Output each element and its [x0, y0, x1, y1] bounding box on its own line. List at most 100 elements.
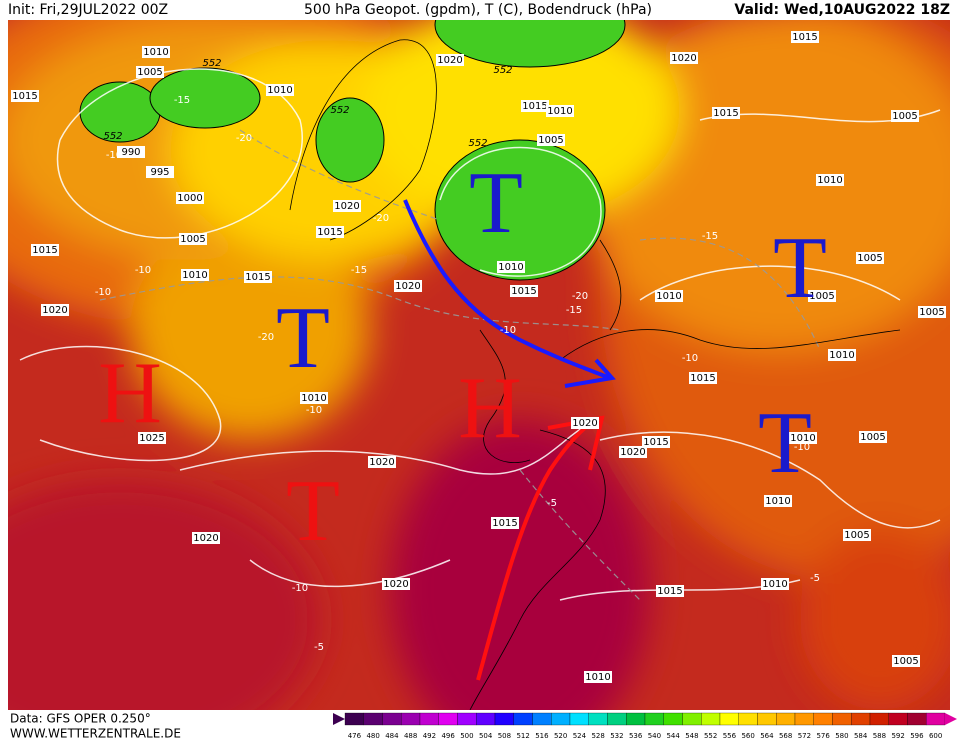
- isobar-label-bg: [266, 84, 294, 96]
- isobar-label-bg: [642, 436, 670, 448]
- colorbar-cell: [663, 712, 683, 726]
- colorbar-tick-label: 560: [741, 732, 754, 740]
- isobar-label: 1010: [656, 291, 681, 302]
- pressure-system: H: [458, 360, 522, 457]
- isobar-label: 1005: [180, 234, 205, 245]
- isobar-label-bg: [918, 306, 946, 318]
- colorbar-tick-label: 524: [573, 732, 587, 740]
- isobar-label: 1015: [492, 518, 517, 529]
- isobar-label-bg: [11, 90, 39, 102]
- colorbar-tick-label: 484: [385, 732, 399, 740]
- isobar-label: 1005: [844, 530, 869, 541]
- colorbar-tick-label: 492: [423, 732, 436, 740]
- isobar-label: 1025: [139, 433, 164, 444]
- colorbar-cell: [813, 712, 833, 726]
- colorbar-tick-label: 580: [835, 732, 848, 740]
- colorbar-tick-label: 540: [648, 732, 661, 740]
- colorbar-cell: [832, 712, 852, 726]
- isobar-label-bg: [146, 166, 174, 178]
- isobar-label: 1005: [919, 307, 944, 318]
- isobar-label-bg: [859, 431, 887, 443]
- pressure-system: H: [98, 345, 162, 442]
- isobar-label: 1015: [522, 101, 547, 112]
- init-time: Init: Fri,29JUL2022 00Z: [8, 2, 168, 18]
- isobar-label-bg: [31, 244, 59, 256]
- isobar-label-bg: [382, 578, 410, 590]
- isobar-label: 1010: [547, 106, 572, 117]
- colorbar-cell: [626, 712, 646, 726]
- isobar-label: 1005: [538, 135, 563, 146]
- isobar-label: 1015: [317, 227, 342, 238]
- colorbar-tick-label: 536: [629, 732, 643, 740]
- site-url: WWW.WETTERZENTRALE.DE: [10, 727, 181, 741]
- height-label: 552: [493, 65, 512, 76]
- colorbar-cell: [344, 712, 364, 726]
- isobar-label: 1020: [572, 418, 597, 429]
- colorbar-tick-label: 520: [554, 732, 567, 740]
- colorbar-tick-label: 600: [929, 732, 942, 740]
- height-label: 552: [202, 58, 221, 69]
- isobar-label: 1020: [383, 579, 408, 590]
- isobar-label: 1020: [671, 53, 696, 64]
- isobar-label: 1010: [765, 496, 790, 507]
- isobar-label-bg: [244, 271, 272, 283]
- colorbar-cell: [401, 712, 421, 726]
- isobar-label-bg: [546, 105, 574, 117]
- colorbar-tick-label: 544: [666, 732, 680, 740]
- colorbar-cell: [476, 712, 496, 726]
- colorbar-tick-label: 488: [404, 732, 417, 740]
- pressure-system: T: [469, 155, 523, 252]
- isobar-label-bg: [619, 446, 647, 458]
- isobar-label-bg: [138, 432, 166, 444]
- isobar-label-bg: [136, 66, 164, 78]
- colorbar-cell: [569, 712, 589, 726]
- isobar-label-bg: [828, 349, 856, 361]
- isobar-label: 1015: [713, 108, 738, 119]
- isobar-label-bg: [300, 392, 328, 404]
- colorbar-cell: [851, 712, 871, 726]
- colorbar-cell: [419, 712, 439, 726]
- colorbar-cell: [494, 712, 514, 726]
- temperature-label: -10: [794, 442, 810, 453]
- isobar-label-bg: [808, 290, 836, 302]
- isobar-label: 1010: [267, 85, 292, 96]
- colorbar-cell: [682, 712, 702, 726]
- isobar-label-bg: [791, 31, 819, 43]
- colorbar-tick-label: 576: [816, 732, 830, 740]
- colorbar-cell: [644, 712, 664, 726]
- colorbar-cell: [738, 712, 758, 726]
- pressure-system: T: [758, 395, 812, 492]
- colorbar-tick-label: 476: [348, 732, 362, 740]
- colorbar-tick-label: 500: [460, 732, 473, 740]
- temperature-label: -10: [135, 265, 151, 276]
- temperature-label: -10: [292, 583, 308, 594]
- colorbar-tick-label: 556: [723, 732, 737, 740]
- colorbar-cell: [869, 712, 889, 726]
- isobar-label-bg: [843, 529, 871, 541]
- colorbar-arrow-left: [333, 713, 345, 725]
- isobar-label-bg: [584, 671, 612, 683]
- isobar-label: 1005: [857, 253, 882, 264]
- isobar-label-bg: [368, 456, 396, 468]
- isobar-label-bg: [712, 107, 740, 119]
- isobar-label: 1020: [193, 533, 218, 544]
- colorbar-tick-label: 512: [516, 732, 529, 740]
- colorbar-cell: [701, 712, 721, 726]
- isobar-label: 1010: [143, 47, 168, 58]
- temperature-label: -5: [810, 573, 820, 584]
- isobar-label: 1020: [620, 447, 645, 458]
- isobar-label-bg: [41, 304, 69, 316]
- colorbar-cell: [382, 712, 402, 726]
- height-label: 552: [330, 105, 349, 116]
- temperature-label: -20: [236, 133, 252, 144]
- isobar-label: 1010: [301, 393, 326, 404]
- colorbar-cell: [532, 712, 552, 726]
- colorbar-tick-label: 584: [854, 732, 868, 740]
- temperature-label: -15: [566, 305, 582, 316]
- colorbar-tick-label: 480: [366, 732, 379, 740]
- colorbar-tick-label: 552: [704, 732, 717, 740]
- isobar-label-bg: [761, 578, 789, 590]
- isobar-label: 1010: [790, 433, 815, 444]
- temperature-label: -10: [682, 353, 698, 364]
- temperature-label: -20: [373, 213, 389, 224]
